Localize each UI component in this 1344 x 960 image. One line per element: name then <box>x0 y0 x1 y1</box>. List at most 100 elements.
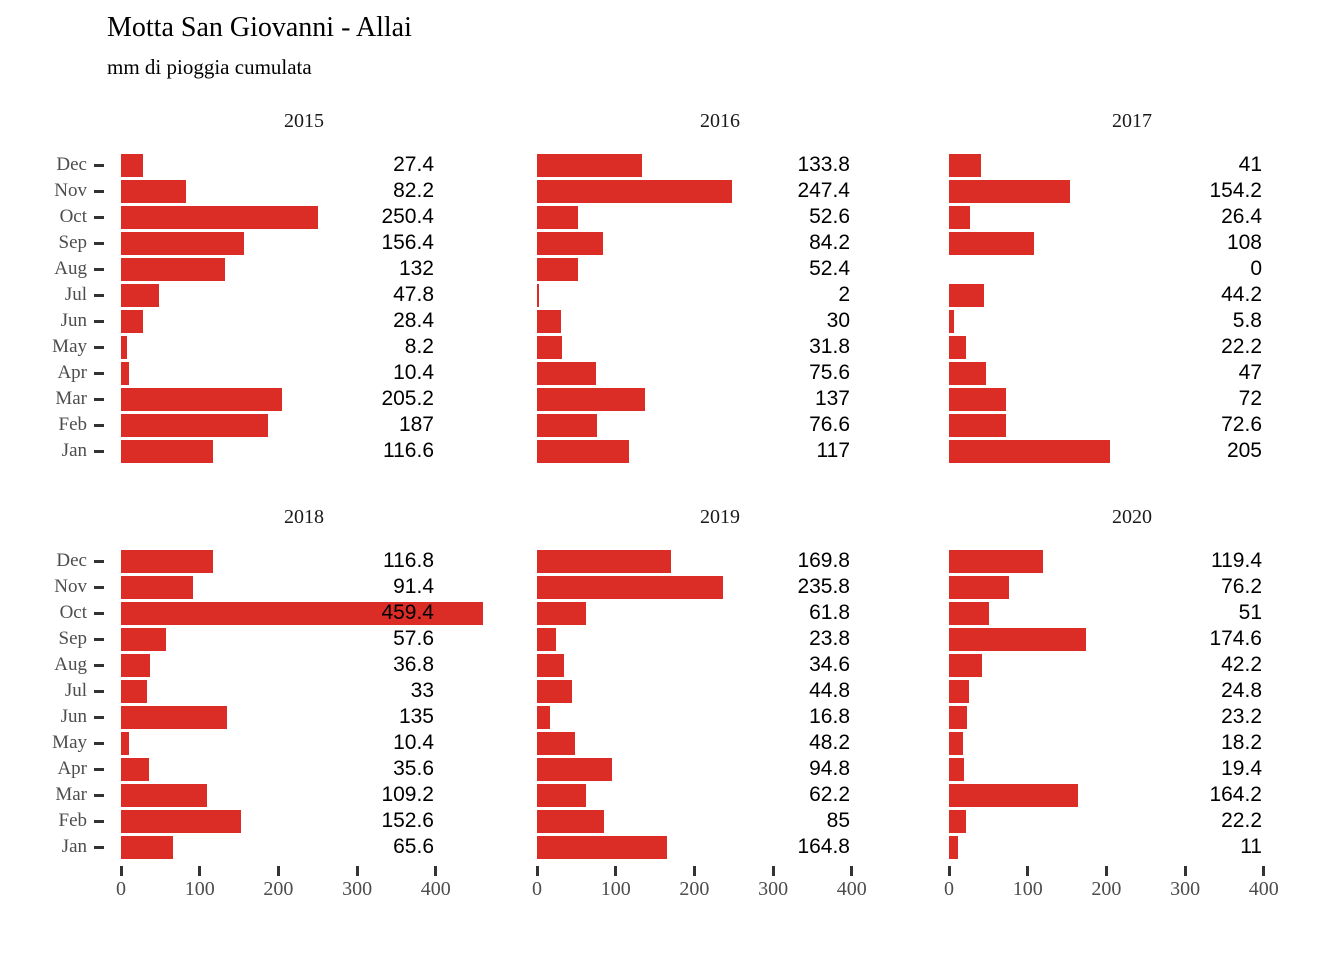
month-label: Dec <box>56 550 87 571</box>
value-label: 156.4 <box>381 231 434 254</box>
x-tick-mark <box>771 866 775 876</box>
value-label: 109.2 <box>381 783 434 806</box>
facet-2015: 2015 27.4 82.2 250.4 156.4 132 47.8 28.4 8.2 10.4… <box>121 106 487 464</box>
bar-row-dec: 133.8 <box>537 152 903 178</box>
x-tick-label: 400 <box>420 878 451 900</box>
value-label: 42.2 <box>1221 653 1262 676</box>
rain-bar <box>537 757 612 781</box>
month-label: Sep <box>58 628 88 649</box>
bar-row-nov: 91.4 <box>121 574 487 600</box>
y-tick-mark <box>94 741 104 745</box>
value-label: 44.8 <box>809 679 850 702</box>
x-tick-mark <box>535 866 539 876</box>
rain-bar <box>949 783 1079 807</box>
value-label: 76.6 <box>809 413 850 436</box>
rain-bar <box>537 783 586 807</box>
value-label: 24.8 <box>1221 679 1262 702</box>
value-label: 36.8 <box>393 653 434 676</box>
value-label: 117 <box>816 439 850 462</box>
facet-panel: 27.4 82.2 250.4 156.4 132 47.8 28.4 8.2 10.4 205.… <box>121 152 487 464</box>
facet-2020: 2020 119.4 76.2 51 174.6 42.2 24.8 23.2 18.2 19.4… <box>944 502 1315 916</box>
bar-row-apr: 35.6 <box>121 756 487 782</box>
value-label: 174.6 <box>1209 627 1262 650</box>
month-row: Mar <box>50 386 121 412</box>
rain-bar <box>949 549 1043 573</box>
value-label: 22.2 <box>1221 809 1262 832</box>
bar-row-aug: 36.8 <box>121 652 487 678</box>
x-tick-mark <box>119 866 123 876</box>
x-tick-mark <box>198 866 202 876</box>
value-label: 82.2 <box>393 179 434 202</box>
facet-year-title: 2018 <box>284 506 324 528</box>
month-row: Sep <box>50 230 121 256</box>
value-label: 18.2 <box>1221 731 1262 754</box>
bar-row-aug: 132 <box>121 256 487 282</box>
value-label: 164.2 <box>1209 783 1262 806</box>
rain-bar <box>949 439 1111 463</box>
y-tick-mark <box>94 845 104 849</box>
month-label: Sep <box>58 232 88 253</box>
month-label: Jun <box>60 706 87 727</box>
month-label: Feb <box>58 810 88 831</box>
x-tick-label: 400 <box>836 878 867 900</box>
value-label: 30 <box>826 309 850 332</box>
rain-bar <box>537 309 561 333</box>
y-tick-mark <box>94 689 104 693</box>
rain-bar <box>537 205 579 229</box>
rain-bar <box>121 601 483 625</box>
rain-bar <box>949 757 965 781</box>
bar-row-jun: 28.4 <box>121 308 487 334</box>
x-tick-label: 0 <box>944 878 954 900</box>
facet-year-title: 2015 <box>284 110 324 132</box>
value-label: 135 <box>398 705 434 728</box>
rain-bar <box>537 231 604 255</box>
month-label: May <box>52 732 87 753</box>
rain-bar <box>949 205 970 229</box>
x-tick-label: 200 <box>263 878 294 900</box>
month-row: May <box>50 334 121 360</box>
month-row: Jul <box>50 678 121 704</box>
value-label: 137 <box>814 387 850 410</box>
bar-row-aug: 0 <box>949 256 1315 282</box>
y-tick-mark <box>94 163 104 167</box>
x-tick-mark <box>355 866 359 876</box>
value-label: 76.2 <box>1221 575 1262 598</box>
value-label: 108 <box>1226 231 1262 254</box>
value-label: 5.8 <box>1232 309 1262 332</box>
bar-row-sep: 174.6 <box>949 626 1315 652</box>
month-row: Feb <box>50 808 121 834</box>
bar-row-mar: 109.2 <box>121 782 487 808</box>
rain-bar <box>949 601 990 625</box>
value-label: 16.8 <box>809 705 850 728</box>
bar-row-oct: 26.4 <box>949 204 1315 230</box>
rain-bar <box>949 231 1034 255</box>
value-label: 247.4 <box>797 179 850 202</box>
rain-bar <box>537 439 630 463</box>
month-row: Aug <box>50 652 121 678</box>
facet-panel: 133.8 247.4 52.6 84.2 52.4 2 30 31.8 75.6 137 76.6… <box>537 152 903 464</box>
bar-row-jun: 30 <box>537 308 903 334</box>
x-tick-mark <box>1262 866 1266 876</box>
month-row: Oct <box>50 204 121 230</box>
y-tick-mark <box>94 559 104 563</box>
month-label: Feb <box>58 414 88 435</box>
x-tick-label: 300 <box>1170 878 1201 900</box>
bar-row-may: 18.2 <box>949 730 1315 756</box>
value-label: 8.2 <box>404 335 434 358</box>
bar-row-dec: 116.8 <box>121 548 487 574</box>
value-label: 47.8 <box>393 283 434 306</box>
bar-row-dec: 169.8 <box>537 548 903 574</box>
bar-row-jun: 5.8 <box>949 308 1315 334</box>
rain-bar <box>121 549 213 573</box>
bar-row-mar: 72 <box>949 386 1315 412</box>
rain-bar <box>121 679 147 703</box>
x-tick-label: 400 <box>1248 878 1279 900</box>
bar-row-nov: 235.8 <box>537 574 903 600</box>
month-row: Apr <box>50 756 121 782</box>
rain-bar <box>121 413 269 437</box>
facet-year-title: 2017 <box>1112 110 1152 132</box>
value-label: 133.8 <box>797 153 850 176</box>
y-tick-mark <box>94 371 104 375</box>
bar-row-oct: 61.8 <box>537 600 903 626</box>
month-label: Apr <box>57 758 87 779</box>
